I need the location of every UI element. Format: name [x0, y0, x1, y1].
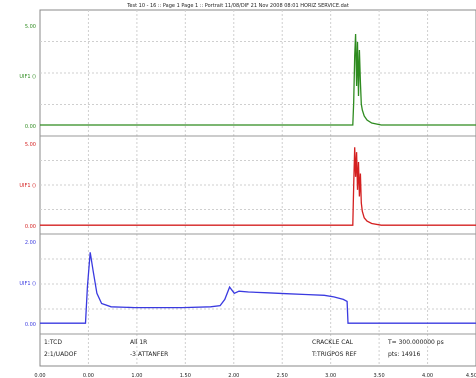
signal-panels: 5.00 UIF1 () 0.00 5.00 UIF1 () 0.00 2.00 UIF1 (…: [19, 24, 476, 328]
y-tick-label: UIF1 (): [19, 183, 36, 189]
y-tick-label: UIF1 (): [19, 74, 36, 80]
annotation-label: T:TRIGPOS REF: [311, 351, 357, 358]
y-tick-label: 5.00: [25, 24, 36, 30]
x-tick-label: 0.00: [83, 373, 94, 378]
annotation-label: 2:1/UADOF: [44, 351, 78, 358]
x-tick-label: 1.00: [131, 373, 142, 378]
annotation-label: All 1R: [130, 339, 147, 346]
annotation-label: T= 300.000000 ps: [387, 339, 444, 346]
x-tick-label: 4.50 ms: [466, 373, 476, 378]
x-tick-label: 4.00: [422, 373, 433, 378]
x-tick-label: 0.00: [34, 373, 45, 378]
x-tick-label: 3.50: [374, 373, 385, 378]
x-tick-label: 2.50: [277, 373, 288, 378]
series-line: [40, 33, 476, 126]
annotation-label: 1:TCD: [44, 339, 62, 346]
series-line: [40, 147, 476, 226]
plot-frame: [39, 9, 476, 367]
chart-title: Test 10 - 16 :: Page 1 Page 1 :: Portrai…: [126, 3, 349, 9]
y-tick-label: 0.00: [25, 322, 36, 328]
y-tick-label: 0.00: [25, 124, 36, 130]
annotation-label: pts: 14916: [388, 351, 420, 358]
x-tick-label: 2.00: [228, 373, 239, 378]
x-tick-label: 3.00: [325, 373, 336, 378]
y-tick-label: 0.00: [25, 224, 36, 230]
y-tick-label: UIF1 (): [19, 281, 36, 287]
annotation-label: -3 ATTANFER: [130, 351, 168, 358]
x-tick-label: 1.50: [180, 373, 191, 378]
y-tick-label: 2.00: [25, 240, 36, 246]
x-axis-ticks: 0.00 0.00 1.00 1.50 2.00 2.50 3.00 3.50 4.00 4.50…: [34, 373, 476, 378]
annotation-label: CRACKLE CAL: [312, 339, 354, 346]
annotation-text: 1:TCD All 1R CRACKLE CAL T= 300.000000 ps 2:…: [44, 339, 444, 358]
grid-lines: [40, 10, 476, 366]
series-line: [40, 252, 476, 324]
y-tick-label: 5.00: [25, 142, 36, 148]
